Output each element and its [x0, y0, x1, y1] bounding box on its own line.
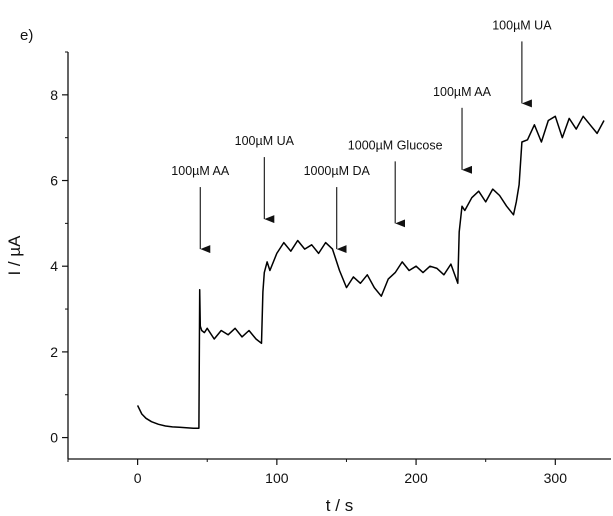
- annotation-layer: 100µM AA 100µM UA 1000µM DA 1000µM Glucose 1…: [171, 18, 552, 254]
- x-tick-label: 0: [134, 470, 142, 486]
- y-tick-label: 2: [50, 344, 58, 360]
- x-axis-label: t / s: [326, 496, 353, 515]
- axes: 0 100 200 300 0 2 4 6 8: [50, 51, 611, 486]
- annotation-label: 100µM UA: [235, 134, 295, 148]
- annotation-label: 100µM AA: [433, 85, 492, 99]
- y-tick-label: 8: [50, 87, 58, 103]
- x-tick-label: 200: [404, 470, 428, 486]
- annotation-label: 1000µM Glucose: [348, 138, 443, 152]
- x-tick-label: 300: [544, 470, 568, 486]
- annotation-label: 100µM AA: [171, 164, 230, 178]
- panel-label: e): [20, 27, 33, 44]
- annotation-label: 1000µM DA: [304, 164, 371, 178]
- annotation-label: 100µM UA: [492, 18, 552, 32]
- x-ticks: 0 100 200 300: [67, 459, 568, 486]
- y-tick-label: 4: [50, 258, 58, 274]
- y-ticks: 0 2 4 6 8: [50, 51, 68, 446]
- y-tick-label: 0: [50, 430, 58, 446]
- series-line: [136, 115, 605, 429]
- series-layer: [136, 115, 605, 429]
- x-tick-label: 100: [265, 470, 289, 486]
- y-axis-label: I / µA: [5, 235, 24, 276]
- y-tick-label: 6: [50, 173, 58, 189]
